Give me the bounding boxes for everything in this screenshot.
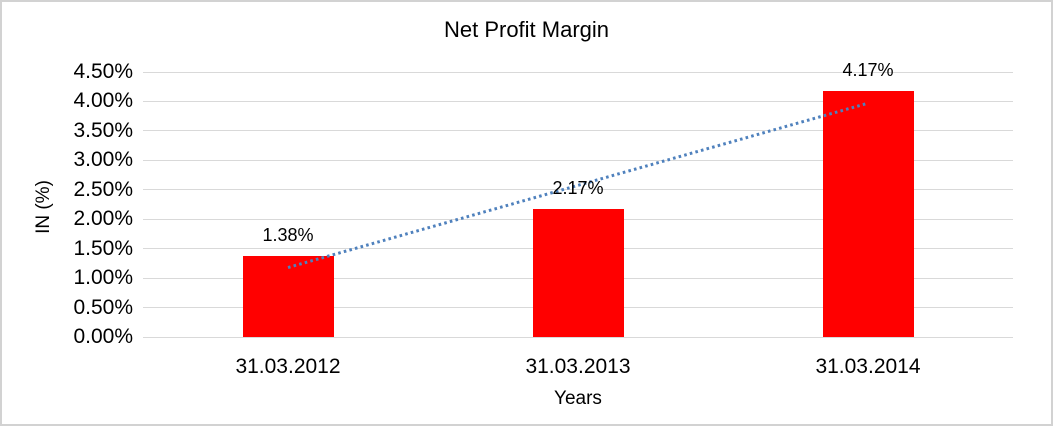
gridline (143, 189, 1013, 191)
y-tick-label: 3.50% (73, 118, 133, 142)
gridline (143, 100, 1013, 102)
y-tick-label: 1.50% (73, 236, 133, 260)
y-tick-label: 4.50% (73, 60, 133, 83)
y-tick-label: 2.00% (73, 207, 133, 231)
y-tick-label: 1.00% (73, 266, 133, 290)
x-tick-label: 31.03.2012 (235, 355, 341, 378)
x-tick-label: 31.03.2014 (815, 355, 921, 378)
gridline (143, 71, 1013, 73)
chart-title: Net Profit Margin (443, 17, 610, 42)
y-tick-label: 3.00% (73, 148, 133, 172)
y-tick-label: 0.00% (73, 325, 133, 348)
gridline (143, 159, 1013, 161)
x-axis-title: Years (554, 388, 602, 409)
bar (532, 209, 624, 337)
bar-value-label: 2.17% (552, 178, 604, 199)
bar-value-label: 1.38% (262, 224, 314, 245)
gridline (143, 130, 1013, 132)
bar (822, 91, 914, 337)
y-tick-label: 2.50% (73, 177, 133, 201)
bar-value-label: 4.17% (842, 60, 894, 81)
y-tick-label: 0.50% (73, 295, 133, 319)
y-tick-label: 4.00% (73, 89, 133, 113)
bar (242, 255, 334, 337)
gridline (143, 336, 1013, 338)
x-tick-label: 31.03.2013 (525, 355, 631, 378)
